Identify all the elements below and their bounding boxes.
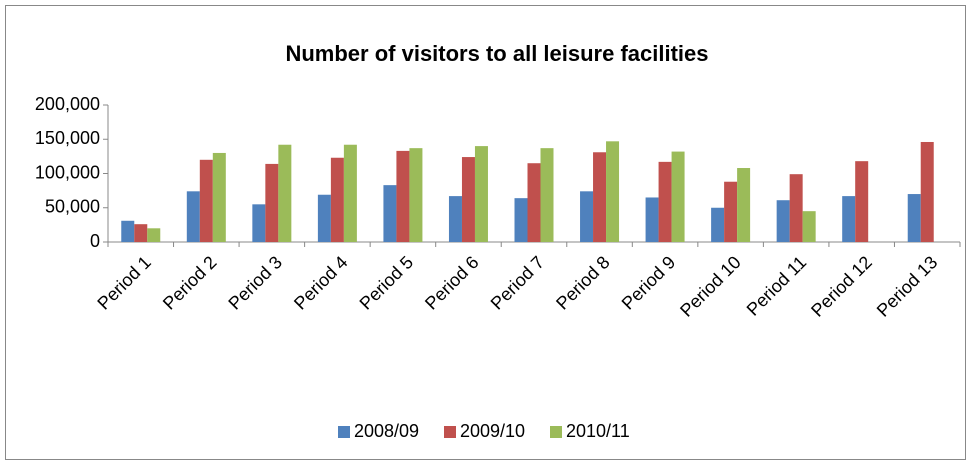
bar xyxy=(645,197,659,242)
bar xyxy=(252,204,266,242)
bar xyxy=(278,144,292,242)
bar xyxy=(514,198,528,242)
bar xyxy=(461,157,475,242)
bar xyxy=(147,228,161,242)
y-tick-label: 100,000 xyxy=(35,162,100,182)
bar xyxy=(711,207,725,242)
bar xyxy=(855,161,869,242)
y-tick-label: 50,000 xyxy=(45,197,100,217)
legend-label: 2010/11 xyxy=(566,421,630,441)
bar xyxy=(383,185,397,242)
bar xyxy=(186,191,200,242)
bar xyxy=(658,161,672,242)
legend-swatch xyxy=(550,426,562,438)
bar xyxy=(776,200,790,242)
bar xyxy=(396,150,410,242)
bar xyxy=(212,152,226,242)
bar xyxy=(737,168,751,242)
bar xyxy=(527,163,541,242)
bar xyxy=(317,194,331,242)
legend-swatch xyxy=(338,426,350,438)
legend-label: 2008/09 xyxy=(354,421,419,441)
bar xyxy=(330,157,344,242)
chart-title: Number of visitors to all leisure facili… xyxy=(285,41,708,66)
bar xyxy=(606,141,620,242)
bar xyxy=(540,148,554,242)
y-tick-label: 0 xyxy=(90,231,100,251)
bar xyxy=(199,159,213,242)
bar xyxy=(474,146,488,242)
bar xyxy=(448,196,462,242)
bar xyxy=(265,163,279,242)
legend-label: 2009/10 xyxy=(460,421,525,441)
bar xyxy=(580,191,594,242)
bar xyxy=(842,196,856,242)
bar xyxy=(920,141,934,242)
bar xyxy=(121,220,135,242)
bar xyxy=(593,152,607,242)
legend-swatch xyxy=(444,426,456,438)
y-tick-label: 150,000 xyxy=(35,128,100,148)
y-tick-label: 200,000 xyxy=(35,94,100,114)
bar xyxy=(789,174,803,242)
bar xyxy=(724,181,738,242)
bar xyxy=(907,194,921,242)
bar xyxy=(134,224,148,242)
bar xyxy=(802,211,816,242)
bar xyxy=(409,148,423,242)
bar xyxy=(343,144,357,242)
bar xyxy=(671,151,685,242)
